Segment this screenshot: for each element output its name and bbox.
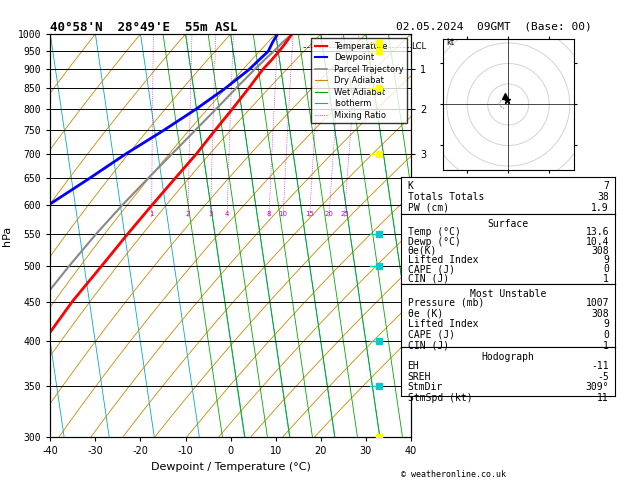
Text: 20: 20 — [325, 210, 333, 217]
Text: 8: 8 — [267, 210, 271, 217]
Text: PW (cm): PW (cm) — [408, 203, 448, 213]
Text: 13.6: 13.6 — [586, 227, 609, 238]
Y-axis label: hPa: hPa — [3, 226, 12, 246]
Text: © weatheronline.co.uk: © weatheronline.co.uk — [401, 469, 506, 479]
Text: Temp (°C): Temp (°C) — [408, 227, 460, 238]
Text: 3: 3 — [208, 210, 213, 217]
Text: 10: 10 — [279, 210, 287, 217]
Text: 1: 1 — [603, 274, 609, 284]
Text: 308: 308 — [591, 246, 609, 256]
Text: CAPE (J): CAPE (J) — [408, 330, 455, 340]
Text: Most Unstable: Most Unstable — [470, 289, 547, 299]
Text: 9: 9 — [603, 319, 609, 330]
Text: 1.9: 1.9 — [591, 203, 609, 213]
Text: 02.05.2024  09GMT  (Base: 00): 02.05.2024 09GMT (Base: 00) — [396, 22, 592, 32]
Text: StmSpd (kt): StmSpd (kt) — [408, 393, 472, 403]
Text: CIN (J): CIN (J) — [408, 341, 448, 351]
Text: 4: 4 — [225, 210, 229, 217]
Text: 308: 308 — [591, 309, 609, 319]
Text: 15: 15 — [305, 210, 314, 217]
Text: 38: 38 — [597, 192, 609, 202]
Text: 1: 1 — [150, 210, 154, 217]
Text: 1007: 1007 — [586, 298, 609, 308]
Text: SREH: SREH — [408, 372, 431, 382]
Text: 40°58'N  28°49'E  55m ASL: 40°58'N 28°49'E 55m ASL — [50, 21, 238, 34]
Text: Lifted Index: Lifted Index — [408, 255, 478, 265]
Text: 309°: 309° — [586, 382, 609, 393]
Text: Hodograph: Hodograph — [482, 352, 535, 363]
Text: 9: 9 — [603, 255, 609, 265]
Text: 7: 7 — [603, 181, 609, 191]
Text: -5: -5 — [597, 372, 609, 382]
Text: Totals Totals: Totals Totals — [408, 192, 484, 202]
Text: θe (K): θe (K) — [408, 309, 443, 319]
Text: Lifted Index: Lifted Index — [408, 319, 478, 330]
Text: CAPE (J): CAPE (J) — [408, 264, 455, 275]
Text: Dewp (°C): Dewp (°C) — [408, 237, 460, 247]
Text: -11: -11 — [591, 361, 609, 371]
Text: LCL: LCL — [411, 42, 426, 51]
Text: kt: kt — [447, 38, 455, 48]
Text: EH: EH — [408, 361, 420, 371]
X-axis label: Dewpoint / Temperature (°C): Dewpoint / Temperature (°C) — [151, 462, 311, 472]
Text: 10.4: 10.4 — [586, 237, 609, 247]
Text: Surface: Surface — [487, 219, 529, 229]
Text: Pressure (mb): Pressure (mb) — [408, 298, 484, 308]
Text: 0: 0 — [603, 330, 609, 340]
Text: θe(K): θe(K) — [408, 246, 437, 256]
Text: 2: 2 — [186, 210, 190, 217]
Text: K: K — [408, 181, 413, 191]
Text: CIN (J): CIN (J) — [408, 274, 448, 284]
Text: StmDir: StmDir — [408, 382, 443, 393]
Legend: Temperature, Dewpoint, Parcel Trajectory, Dry Adiabat, Wet Adiabat, Isotherm, Mi: Temperature, Dewpoint, Parcel Trajectory… — [311, 38, 407, 123]
Text: 1: 1 — [603, 341, 609, 351]
Text: 11: 11 — [597, 393, 609, 403]
Text: 25: 25 — [340, 210, 349, 217]
Text: 0: 0 — [603, 264, 609, 275]
